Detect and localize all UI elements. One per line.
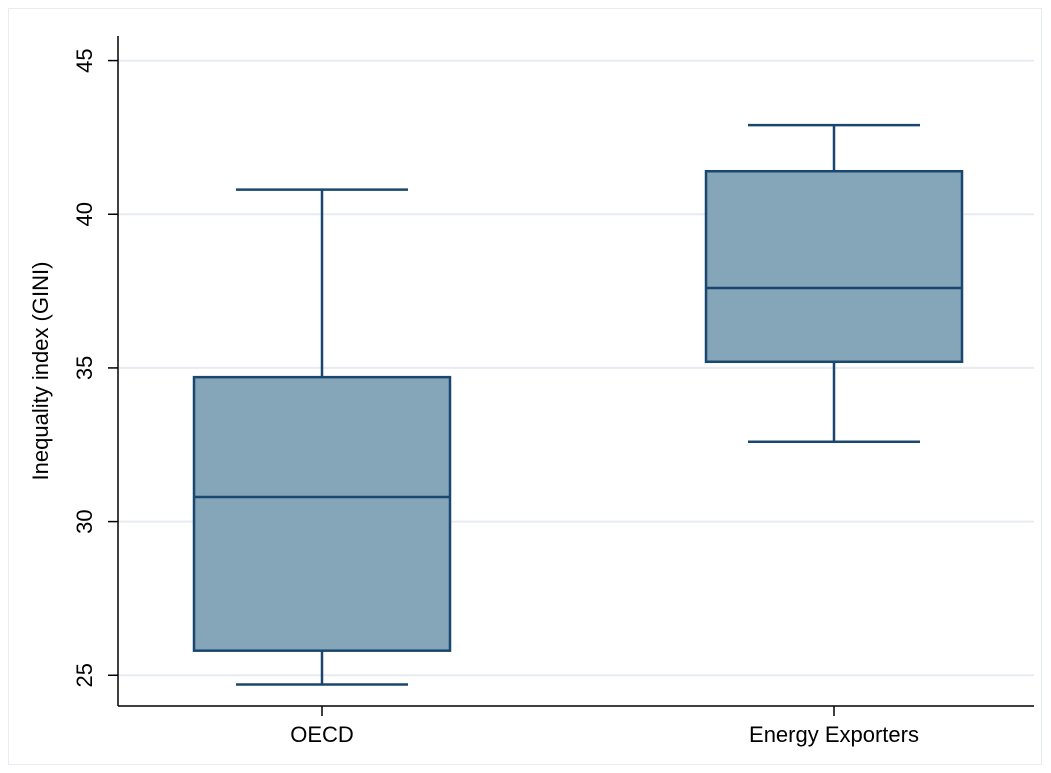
box-energy-exporters bbox=[704, 123, 964, 443]
chart-frame bbox=[8, 8, 1042, 765]
y-tick-label: 40 bbox=[72, 202, 97, 226]
box-oecd bbox=[192, 188, 452, 686]
x-ticks: OECD Energy Exporters bbox=[290, 706, 919, 747]
axes bbox=[117, 36, 1034, 707]
y-tick-label: 35 bbox=[72, 356, 97, 380]
interquartile-box bbox=[704, 169, 964, 364]
boxes bbox=[192, 123, 964, 686]
x-tick-label: OECD bbox=[290, 722, 354, 747]
y-axis-title: Inequality index (GINI) bbox=[28, 262, 53, 481]
y-tick-label: 25 bbox=[72, 663, 97, 687]
interquartile-box bbox=[192, 375, 452, 652]
y-ticks: 25 30 35 40 45 bbox=[72, 48, 118, 688]
y-tick-label: 30 bbox=[72, 509, 97, 533]
x-tick-label: Energy Exporters bbox=[749, 722, 919, 747]
y-tick-label: 45 bbox=[72, 48, 97, 72]
